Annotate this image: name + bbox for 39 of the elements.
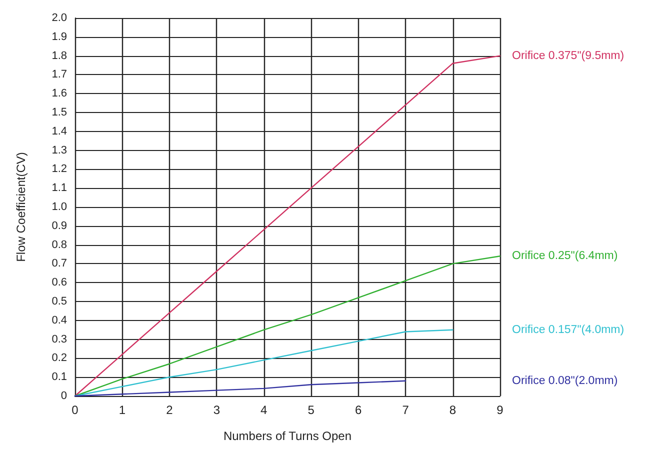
y-tick-label: 1.2	[52, 163, 67, 176]
y-tick-label: 0.2	[52, 352, 67, 364]
y-tick-label: 1.7	[52, 68, 67, 81]
series-label: Orifice 0.375"(9.5mm)	[512, 50, 624, 62]
y-tick-label: 0.8	[52, 238, 67, 251]
y-tick-label: 0	[60, 390, 67, 402]
x-tick-label: 2	[166, 403, 174, 417]
line-series	[74, 329, 454, 397]
y-tick-label: 1.8	[52, 50, 67, 62]
x-axis-title: Numbers of Turns Open	[223, 429, 352, 443]
x-tick-label: 6	[354, 403, 362, 417]
y-tick-label: 2.0	[52, 12, 67, 24]
x-tick-label: 5	[308, 403, 315, 417]
y-tick-label: 1.5	[52, 106, 67, 118]
y-tick-label: 1.1	[52, 182, 67, 194]
y-tick-label: 0.4	[52, 314, 67, 326]
y-tick-label: 0.1	[52, 371, 67, 384]
y-tick-label: 0.6	[52, 276, 67, 289]
y-tick-label: 1.3	[52, 144, 67, 156]
text: Orifice 0.08"(2.0mm)	[512, 374, 618, 387]
y-tick-label: 1.9	[52, 30, 67, 43]
y-tick-label: 1.4	[52, 125, 67, 138]
x-tick-label: 9	[496, 403, 504, 417]
x-tick-label: 4	[260, 403, 268, 417]
x-tick-label: 7	[402, 403, 410, 417]
x-tick-label: 0	[72, 403, 79, 417]
y-tick-label: 1.6	[52, 88, 67, 100]
y-tick-label: 0.7	[52, 258, 67, 270]
series-label: Orifice 0.25"(6.4mm)	[512, 250, 618, 262]
text: Orifice 0.157"(4.0mm)	[512, 324, 624, 336]
x-tick-label: 3	[213, 403, 220, 417]
x-tick-label: 8	[449, 403, 456, 417]
line-series	[74, 380, 406, 397]
y-tick-label: 1.0	[52, 201, 67, 213]
y-tick-label: 0.5	[52, 296, 67, 308]
y-tick-label: 0.9	[52, 220, 67, 232]
y-axis-title: Flow Coefficient(CV)	[14, 152, 28, 262]
y-tick-label: 0.3	[52, 333, 67, 346]
x-tick-label: 1	[118, 403, 126, 417]
